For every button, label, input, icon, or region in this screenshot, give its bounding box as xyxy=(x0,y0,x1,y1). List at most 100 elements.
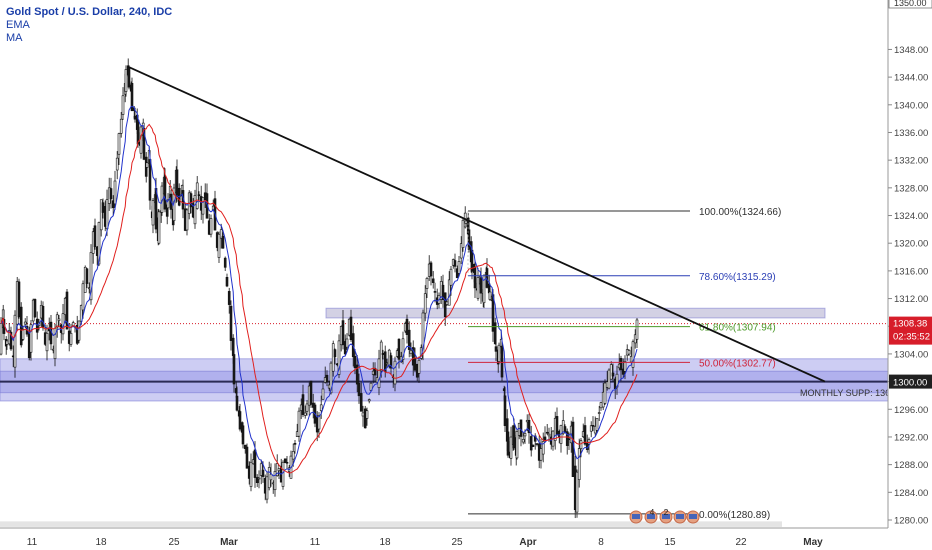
candle-body xyxy=(209,218,213,235)
annotation-monthly-support: MONTHLY SUPP: 1300 xyxy=(800,388,895,398)
candle-body xyxy=(124,69,128,92)
candle-body xyxy=(461,219,465,248)
candle-body xyxy=(265,476,269,500)
candle-body xyxy=(493,322,497,345)
candle-body xyxy=(9,331,13,350)
time-tick-label: 8 xyxy=(598,537,604,548)
fibonacci-layer[interactable]: 100.00%(1324.66) 78.60%(1315.29) 61.80%(13… xyxy=(467,207,895,521)
candle-body xyxy=(597,412,601,414)
time-axis-bg xyxy=(0,528,888,550)
zone-bottom-band xyxy=(0,521,782,527)
price-tick-label: 1320.00 xyxy=(894,239,928,250)
price-tick-label: 1324.00 xyxy=(894,211,928,222)
candle-body xyxy=(527,420,531,434)
candle-body xyxy=(541,441,545,455)
candle-body xyxy=(0,323,3,355)
candle-body xyxy=(425,278,429,289)
price-axis[interactable]: 1280.00 1284.00 1288.00 1292.00 1296.00 1300.… xyxy=(887,0,932,550)
fib-level-label: 100.00%(1324.66) xyxy=(699,207,781,218)
candle-body xyxy=(97,222,101,265)
candle-body xyxy=(259,463,263,476)
candle-body xyxy=(567,438,571,441)
candle-body xyxy=(577,448,581,480)
candle-body xyxy=(225,277,229,287)
time-tick-label: 22 xyxy=(735,537,747,548)
candle-body xyxy=(627,350,631,355)
candle-body xyxy=(329,362,333,394)
candle-body xyxy=(494,346,498,352)
fib-level-label: 78.60%(1315.29) xyxy=(699,272,776,283)
candle-body xyxy=(411,347,415,366)
candle-body xyxy=(201,197,205,215)
candle-body xyxy=(539,448,543,461)
legend-ema[interactable]: EMA xyxy=(6,19,30,31)
price-axis-bg xyxy=(888,0,932,550)
trendline[interactable] xyxy=(127,65,826,383)
fib-level-label: 50.00%(1302.77) xyxy=(699,358,776,369)
last-price-badge[interactable] xyxy=(889,316,932,345)
time-tick-label: Apr xyxy=(519,537,536,548)
candle-body xyxy=(385,362,389,365)
candle-body xyxy=(337,340,341,375)
candle-body xyxy=(515,431,519,459)
candle-body xyxy=(503,395,507,426)
candle-body xyxy=(523,433,527,437)
candle-body xyxy=(341,320,345,346)
candle-body xyxy=(297,410,301,437)
candle-body xyxy=(389,355,393,369)
candle-body xyxy=(93,225,97,248)
candle-body xyxy=(21,328,25,340)
candle-body xyxy=(409,350,413,354)
candle-body xyxy=(17,281,21,318)
candle-body xyxy=(115,157,119,171)
price-tick-label: 1304.00 xyxy=(894,349,928,360)
time-axis[interactable]: 11 18 25 Mar 11 18 25 Apr 8 15 22 May 4 2 xyxy=(0,507,888,550)
candle-body xyxy=(89,252,93,301)
candle-body xyxy=(423,293,427,314)
candle-body xyxy=(157,211,161,244)
candle-body xyxy=(464,220,468,224)
candle-body xyxy=(635,319,639,340)
price-top-badge xyxy=(888,0,932,9)
candle-body xyxy=(417,359,421,374)
price-tick-label: 1288.00 xyxy=(894,460,928,471)
candle-body xyxy=(23,321,27,325)
candle-body xyxy=(595,418,599,431)
fib-level-label: 61.80%(1307.94) xyxy=(699,323,776,334)
candle-body xyxy=(365,410,369,419)
candle-body xyxy=(238,411,242,430)
candle-body xyxy=(531,444,535,447)
price-tick-label: 1284.00 xyxy=(894,488,928,499)
trendline-layer[interactable] xyxy=(127,65,826,383)
candle-body xyxy=(309,380,313,405)
candle-body xyxy=(119,118,123,134)
candle-body xyxy=(429,262,433,277)
time-tick-label: 18 xyxy=(95,537,107,548)
candle-body xyxy=(571,421,575,478)
candle-body xyxy=(281,461,285,487)
chart-title: Gold Spot / U.S. Dollar, 240, IDC xyxy=(6,6,173,18)
time-tick-label: 25 xyxy=(451,537,463,548)
candle-body xyxy=(121,95,125,115)
candle-body xyxy=(321,388,325,400)
candle-body xyxy=(85,268,89,284)
candle-body xyxy=(255,477,259,483)
candle-body xyxy=(407,329,411,350)
candle-body xyxy=(512,425,516,449)
candle-body xyxy=(453,260,457,267)
ema-line xyxy=(0,105,638,477)
candle-body xyxy=(145,162,149,168)
candle-body xyxy=(333,349,337,358)
candle-body xyxy=(413,357,417,371)
price-tick-label: 1292.00 xyxy=(894,432,928,443)
candle-body xyxy=(285,461,289,464)
price-tick-label: 1328.00 xyxy=(894,183,928,194)
candle-body xyxy=(127,66,131,88)
level-1300-badge[interactable] xyxy=(889,374,932,389)
candle-body xyxy=(449,268,453,286)
price-top-label: 1350.00 xyxy=(894,0,927,8)
time-tick-label: 18 xyxy=(379,537,391,548)
event-flag-stripe xyxy=(662,514,670,519)
legend-ma[interactable]: MA xyxy=(6,32,23,44)
